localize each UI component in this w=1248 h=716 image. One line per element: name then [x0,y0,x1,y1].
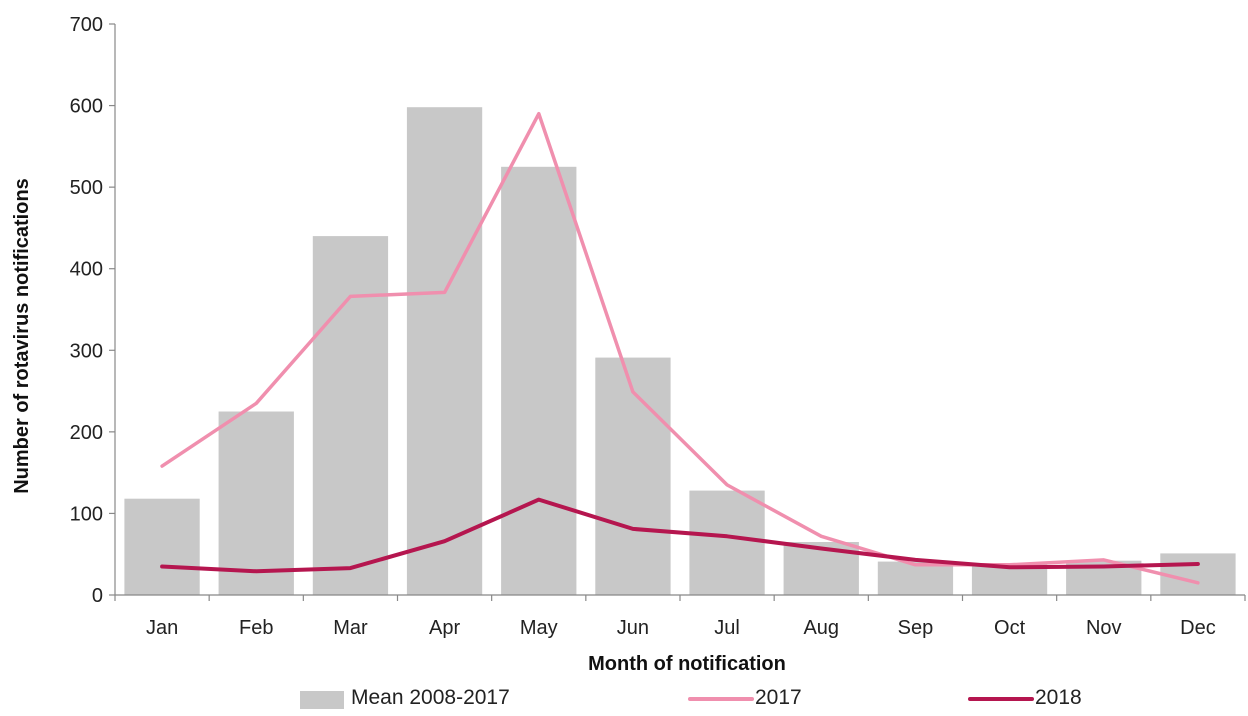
bar-jul [689,490,765,595]
x-tick-label-jan: Jan [146,617,178,639]
x-tick-label-apr: Apr [429,617,460,639]
line-series-2018 [160,497,1200,574]
legend-swatch-mean-2008-2017 [300,691,344,709]
lines-layer [160,111,1200,585]
y-tick-label: 600 [70,96,103,118]
x-tick-label-mar: Mar [333,617,368,639]
legend-label-2017: 2017 [755,686,802,709]
x-tick-label-aug: Aug [803,617,839,639]
y-tick-label: 500 [70,177,103,199]
y-tick-label: 700 [70,14,103,36]
axes-layer [109,23,1246,601]
y-tick-label: 400 [70,259,103,281]
x-tick-label-may: May [520,617,558,639]
legend-label-mean-2008-2017: Mean 2008-2017 [351,686,510,709]
legend-label-2018: 2018 [1035,686,1082,709]
bar-may [501,166,577,596]
bar-jan [124,498,200,595]
labels-layer: 0 100 200 300 400 500 600 700 Jan Feb Mar Apr May Jun… [70,14,1216,639]
legend: Mean 2008-2017 2017 2018 [300,686,1082,709]
x-tick-label-dec: Dec [1180,617,1216,639]
x-tick-label-jun: Jun [617,617,649,639]
bar-sep [877,561,954,595]
x-tick-label-jul: Jul [714,617,740,639]
bars-layer [124,107,1236,596]
line-series-2017 [160,111,1200,585]
bar-feb [218,411,294,595]
x-tick-label-oct: Oct [994,617,1026,639]
bar-jun [595,357,671,595]
x-axis-title: Month of notification [588,653,786,675]
y-tick-label: 0 [92,585,103,607]
x-tick-label-feb: Feb [239,617,273,639]
bar-dec [1160,553,1236,595]
y-axis-title: Number of rotavirus notifications [11,178,33,494]
y-tick-label: 300 [70,340,103,362]
x-tick-label-nov: Nov [1086,617,1122,639]
bar-apr [406,107,483,595]
x-tick-label-sep: Sep [898,617,934,639]
y-tick-label: 200 [70,422,103,444]
y-tick-label: 100 [70,503,103,525]
bar-mar [312,236,389,595]
